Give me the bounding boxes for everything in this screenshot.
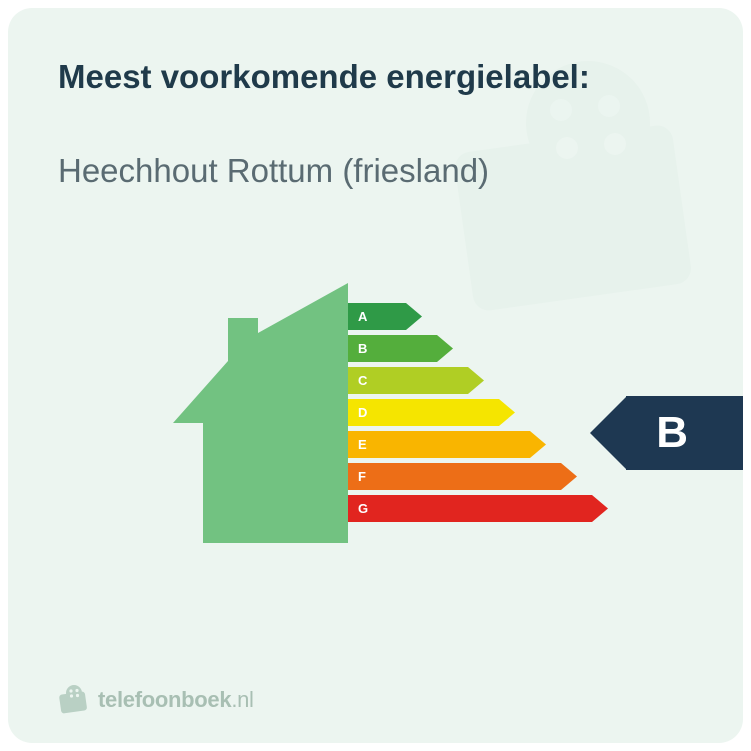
card-title: Meest voorkomende energielabel: [58, 58, 693, 96]
footer-brand: telefoonboek.nl [58, 685, 254, 715]
result-badge: B [626, 396, 743, 470]
footer-logo-icon [58, 685, 88, 715]
bar-label: E [348, 437, 367, 452]
energy-label-card: Meest voorkomende energielabel: Heechhou… [8, 8, 743, 743]
energy-bar-f: F [348, 463, 577, 490]
card-subtitle: Heechhout Rottum (friesland) [58, 150, 693, 193]
energy-bars: A B C D E F G [348, 303, 608, 527]
bar-fill-icon [348, 495, 608, 522]
bar-label: B [348, 341, 367, 356]
bar-fill-icon [348, 399, 515, 426]
bar-fill-icon [348, 431, 546, 458]
footer-tld: .nl [231, 687, 253, 712]
bar-label: G [348, 501, 368, 516]
bar-label: F [348, 469, 366, 484]
bar-label: C [348, 373, 367, 388]
bar-label: A [348, 309, 367, 324]
bar-fill-icon [348, 367, 484, 394]
energy-bar-g: G [348, 495, 608, 522]
energy-bar-d: D [348, 399, 515, 426]
house-icon [173, 283, 348, 543]
energy-bar-a: A [348, 303, 422, 330]
energy-bar-b: B [348, 335, 453, 362]
footer-brand-name: telefoonboek [98, 687, 231, 712]
energy-bar-e: E [348, 431, 546, 458]
footer-text: telefoonboek.nl [98, 687, 254, 713]
bar-label: D [348, 405, 367, 420]
badge-arrow-icon [590, 396, 627, 470]
badge-letter: B [656, 408, 688, 458]
energy-bar-c: C [348, 367, 484, 394]
bar-fill-icon [348, 463, 577, 490]
